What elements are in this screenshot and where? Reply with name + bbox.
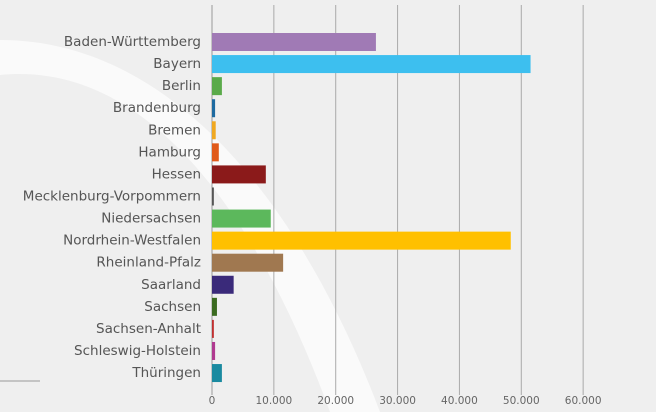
y-tick-label: Schleswig-Holstein [74,343,201,359]
bar [212,77,222,96]
y-tick-label: Baden-Württemberg [64,34,201,50]
swoosh [0,40,380,412]
bar [212,275,234,294]
bar [212,297,217,316]
x-tick-label: 50.000 [503,395,540,407]
y-tick-label: Sachsen [144,299,201,315]
y-tick-label: Mecklenburg-Vorpommern [23,188,201,204]
bar [212,209,271,228]
y-tick-label: Niedersachsen [101,211,201,227]
x-tick-label: 30.000 [379,395,416,407]
x-tick-label: 0 [209,395,216,407]
y-tick-label: Thüringen [131,365,201,381]
x-tick-label: 10.000 [255,395,292,407]
bar [212,364,222,383]
bar [212,187,214,206]
x-tick-label: 60.000 [565,395,602,407]
bar [212,33,376,51]
bar [212,121,216,140]
x-tick-label: 20.000 [317,395,354,407]
bar [212,55,531,74]
y-tick-label: Rheinland-Pfalz [96,255,201,271]
bar [212,319,214,338]
y-tick-label: Berlin [162,78,201,94]
y-tick-label: Hessen [152,166,201,182]
y-tick-label: Brandenburg [113,100,201,116]
y-tick-label: Hamburg [138,144,201,160]
bar [212,99,216,118]
y-tick-label: Bayern [153,56,201,72]
bar [212,341,216,360]
bar [212,165,266,184]
bar [212,231,511,250]
x-tick-label: 40.000 [441,395,478,407]
y-tick-label: Nordrhein-Westfalen [63,233,201,249]
y-tick-label: Bremen [148,122,201,138]
y-tick-label: Saarland [141,277,201,293]
bar [212,143,219,162]
y-tick-label: Sachsen-Anhalt [96,321,201,337]
bar [212,253,284,272]
